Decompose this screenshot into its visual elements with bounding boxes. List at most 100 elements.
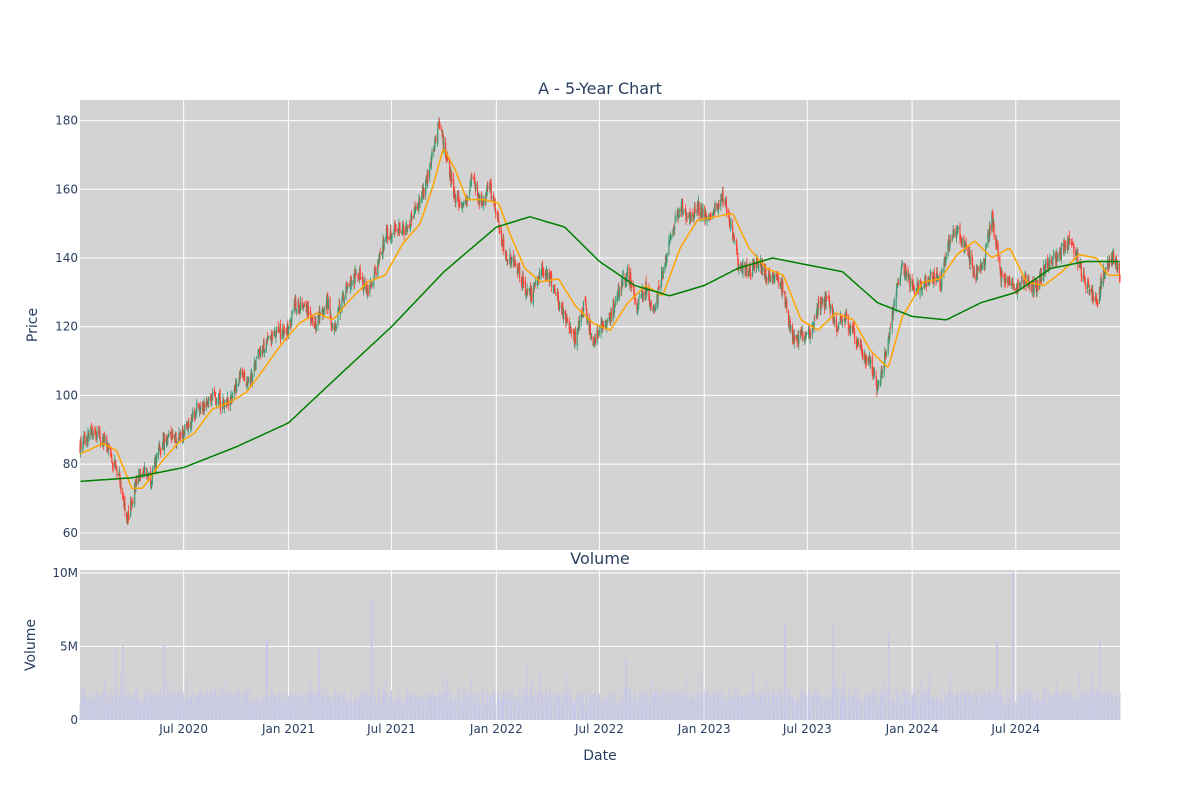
candle-body [1023, 283, 1025, 288]
volume-bar [724, 700, 726, 720]
volume-bar [662, 689, 664, 720]
candle-body [642, 292, 644, 300]
candle-body [387, 237, 389, 238]
candle-body [795, 335, 798, 338]
candle-body [883, 364, 885, 373]
candle-body [342, 293, 344, 295]
volume-bar [265, 639, 267, 720]
volume-bar [1024, 688, 1026, 720]
candle-body [645, 281, 647, 293]
volume-bar [523, 702, 525, 720]
volume-bar [1019, 690, 1021, 720]
volume-bar [86, 699, 88, 720]
candle-body [826, 296, 828, 299]
candle-body [637, 307, 639, 308]
volume-bar [381, 700, 383, 720]
candle-body [254, 361, 256, 363]
candle-body [279, 324, 282, 339]
candle-body [896, 283, 898, 296]
volume-bar [1015, 703, 1017, 720]
candle-body [828, 299, 831, 307]
volume-bar [385, 691, 387, 720]
volume-bar [367, 700, 369, 720]
volume-bar [677, 695, 679, 720]
candle-body [706, 217, 708, 221]
candle-body [501, 240, 503, 243]
volume-bar [845, 699, 847, 720]
volume-bar [84, 695, 86, 720]
volume-bar [222, 704, 224, 720]
volume-bar [688, 692, 690, 720]
candle-body [155, 458, 157, 469]
volume-bar [828, 700, 830, 720]
volume-bar [525, 662, 527, 720]
volume-bar [697, 695, 699, 720]
volume-bar [1028, 704, 1030, 720]
volume-bar [521, 689, 523, 720]
volume-bar [833, 622, 835, 720]
candle-body [657, 287, 659, 303]
candle-body [410, 212, 413, 221]
volume-bar [682, 690, 684, 720]
volume-bar [1008, 704, 1010, 720]
volume-bar [885, 704, 887, 720]
candle-body [1111, 255, 1114, 265]
volume-bar [80, 699, 82, 720]
candle-body [820, 298, 823, 304]
volume-bar [681, 690, 683, 720]
volume-bar [766, 703, 768, 720]
volume-bar [617, 703, 619, 720]
candle-body [564, 310, 566, 315]
candle-body [888, 334, 890, 341]
volume-bar [629, 688, 631, 720]
volume-bar [477, 699, 479, 720]
volume-bar [654, 690, 656, 720]
candle-body [287, 326, 290, 335]
volume-bar [174, 699, 176, 720]
volume-bar [98, 694, 100, 720]
volume-bar [475, 703, 477, 720]
candle-body [600, 321, 602, 334]
volume-bar [375, 703, 377, 720]
volume-bar [669, 702, 671, 720]
candle-body [322, 309, 324, 317]
volume-bar [626, 659, 628, 720]
volume-bar [748, 696, 750, 720]
volume-bar [556, 689, 558, 720]
volume-bar [580, 696, 582, 720]
volume-bar [190, 697, 192, 720]
volume-bar [781, 693, 783, 720]
volume-bar [919, 703, 921, 720]
volume-bar [163, 645, 165, 720]
volume-bar [702, 697, 704, 720]
candle-body [568, 320, 570, 330]
candle-body [83, 434, 86, 436]
volume-bar [363, 693, 365, 720]
volume-bar [1048, 694, 1050, 720]
candle-body [901, 263, 904, 265]
volume-bar [586, 697, 588, 720]
volume-bar [563, 699, 565, 720]
volume-bar [294, 692, 296, 720]
volume-bar [700, 692, 702, 720]
volume-bar [485, 691, 487, 720]
volume-bar [155, 704, 157, 720]
volume-bar [709, 696, 711, 720]
volume-bar [733, 697, 735, 720]
volume-bar [872, 696, 874, 720]
volume-bar [90, 699, 92, 720]
volume-bar [517, 700, 519, 720]
candle-body [980, 263, 982, 272]
volume-bar [802, 691, 804, 720]
candle-body [956, 230, 958, 235]
candle-body [844, 317, 847, 323]
candle-body [633, 287, 635, 290]
volume-bar [114, 646, 116, 720]
candle-body [275, 333, 277, 338]
volume-bar [770, 703, 772, 720]
candle-body [1100, 281, 1102, 296]
volume-bar [558, 695, 560, 720]
candle-body [520, 279, 523, 283]
volume-bar [469, 702, 471, 720]
volume-bar [917, 689, 919, 720]
